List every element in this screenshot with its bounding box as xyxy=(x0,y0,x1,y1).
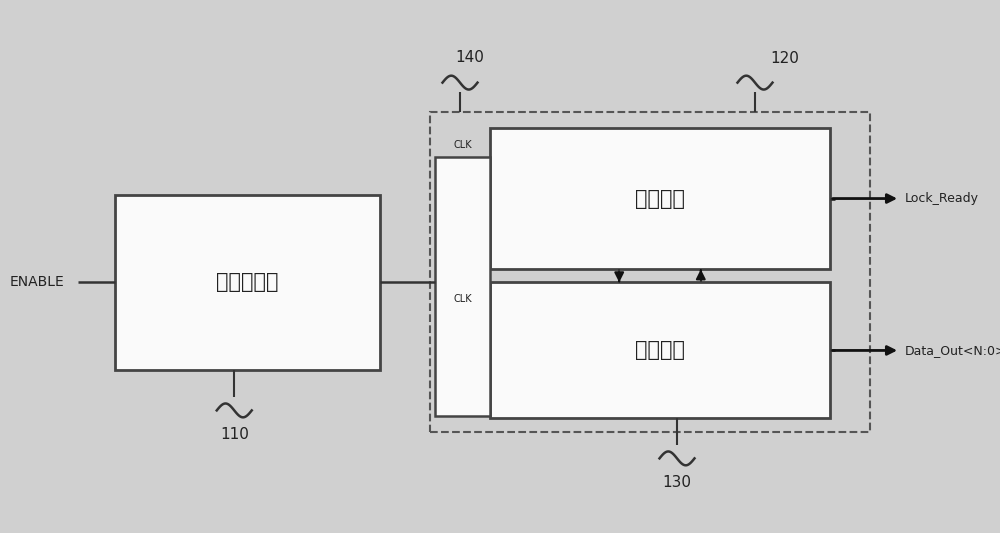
Bar xyxy=(435,157,490,416)
Text: 模拟单元: 模拟单元 xyxy=(635,189,685,208)
Bar xyxy=(430,112,870,432)
Text: 130: 130 xyxy=(662,475,692,490)
Text: 120: 120 xyxy=(771,51,799,66)
Text: 数字单元: 数字单元 xyxy=(635,341,685,360)
Text: Lock_Ready: Lock_Ready xyxy=(905,192,979,205)
Bar xyxy=(490,282,830,418)
Bar xyxy=(115,195,380,370)
Text: CLK: CLK xyxy=(453,294,472,304)
Text: CLK: CLK xyxy=(453,140,472,150)
Text: 140: 140 xyxy=(455,50,484,64)
Text: Data_Out<N:0>: Data_Out<N:0> xyxy=(905,344,1000,357)
Text: 110: 110 xyxy=(220,427,249,442)
Text: ENABLE: ENABLE xyxy=(10,276,65,289)
Text: 时钟发生器: 时钟发生器 xyxy=(216,272,279,293)
Bar xyxy=(490,128,830,269)
